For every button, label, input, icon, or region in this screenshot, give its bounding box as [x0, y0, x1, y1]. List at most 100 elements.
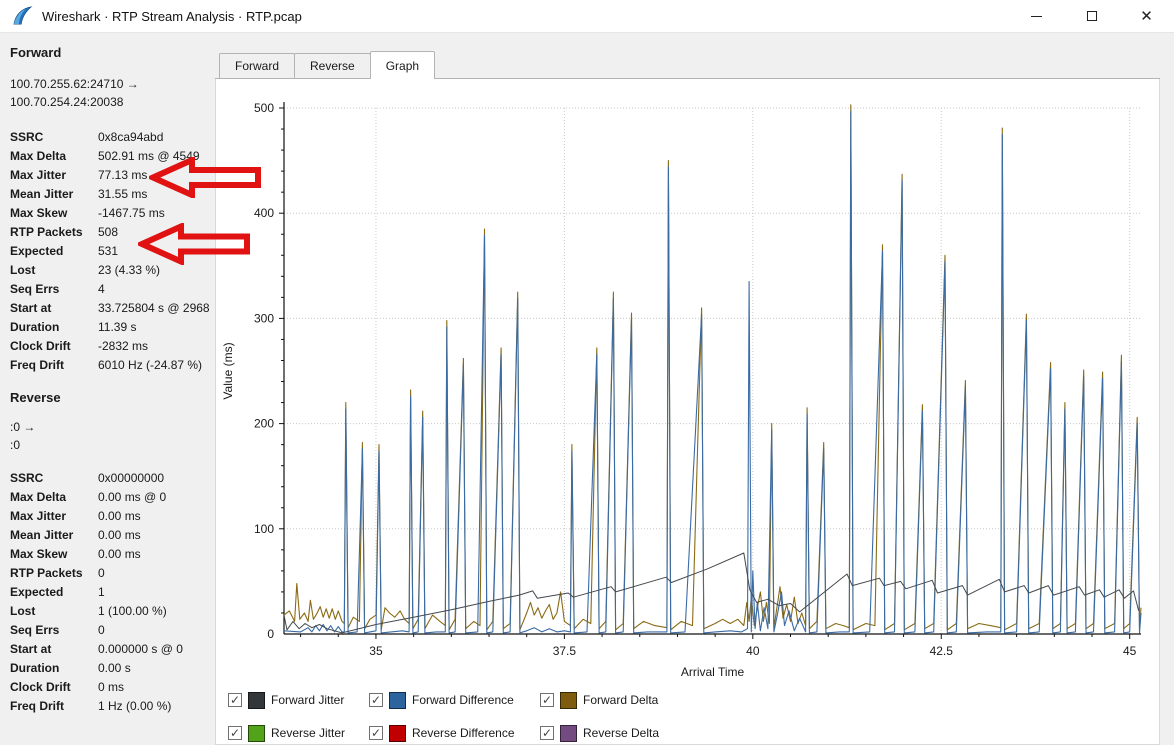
stat-row: Max Skew-1467.75 ms: [10, 203, 215, 222]
svg-text:40: 40: [746, 644, 760, 658]
stat-value: 1: [98, 585, 105, 599]
stat-label: SSRC: [10, 471, 98, 485]
rtp-stream-analysis-window: Wireshark · RTP Stream Analysis · RTP.pc…: [0, 0, 1174, 745]
stat-label: Lost: [10, 263, 98, 277]
stat-label: Mean Jitter: [10, 528, 98, 542]
stat-value: 0: [98, 623, 105, 637]
forward-address: 100.70.255.62:24710 → 100.70.254.24:2003…: [10, 75, 215, 111]
stat-row: Max Delta0.00 ms @ 0: [10, 487, 215, 506]
legend-item: ✓ Reverse Jitter: [228, 723, 369, 743]
stat-value: 31.55 ms: [98, 187, 147, 201]
legend-label: Forward Delta: [583, 693, 658, 707]
legend-item: ✓ Reverse Difference: [369, 723, 540, 743]
stat-row: Duration0.00 s: [10, 658, 215, 677]
stat-label: Max Delta: [10, 490, 98, 504]
stat-row: SSRC0x00000000: [10, 468, 215, 487]
minimize-button[interactable]: [1009, 0, 1064, 32]
svg-text:100: 100: [254, 522, 274, 536]
rtp-graph[interactable]: 01002003004005003537.54042.545Arrival Ti…: [216, 79, 1160, 679]
stat-row: Expected531: [10, 241, 215, 260]
svg-text:300: 300: [254, 311, 274, 325]
stat-row: Max Jitter0.00 ms: [10, 506, 215, 525]
legend-label: Reverse Difference: [412, 726, 515, 740]
stat-label: Seq Errs: [10, 623, 98, 637]
legend-checkbox[interactable]: ✓: [369, 726, 383, 740]
svg-text:Arrival Time: Arrival Time: [681, 665, 745, 679]
stat-row: Duration11.39 s: [10, 317, 215, 336]
legend-checkbox[interactable]: ✓: [228, 693, 242, 707]
svg-text:0: 0: [267, 627, 274, 641]
reverse-address: :0 → :0: [10, 418, 215, 454]
titlebar: Wireshark · RTP Stream Analysis · RTP.pc…: [0, 0, 1174, 33]
svg-text:200: 200: [254, 417, 274, 431]
stat-label: Freq Drift: [10, 699, 98, 713]
stat-value: -2832 ms: [98, 339, 148, 353]
stat-row: RTP Packets508: [10, 222, 215, 241]
svg-text:42.5: 42.5: [930, 644, 954, 658]
stat-value: 0.00 ms: [98, 528, 141, 542]
stat-value: 1 Hz (0.00 %): [98, 699, 171, 713]
svg-text:37.5: 37.5: [553, 644, 577, 658]
tab-graph[interactable]: Graph: [370, 51, 435, 79]
reverse-stats-table: SSRC0x00000000Max Delta0.00 ms @ 0Max Ji…: [10, 468, 215, 715]
tab-reverse[interactable]: Reverse: [294, 53, 371, 78]
stat-value: 23 (4.33 %): [98, 263, 160, 277]
stat-row: Max Jitter77.13 ms: [10, 165, 215, 184]
stat-value: 508: [98, 225, 118, 239]
legend-item: ✓ Reverse Delta: [540, 723, 760, 743]
stat-label: Mean Jitter: [10, 187, 98, 201]
legend-checkbox[interactable]: ✓: [369, 693, 383, 707]
stat-value: 0.000000 s @ 0: [98, 642, 183, 656]
legend-checkbox[interactable]: ✓: [540, 726, 554, 740]
legend-label: Forward Jitter: [271, 693, 344, 707]
stat-row: Lost23 (4.33 %): [10, 260, 215, 279]
close-button[interactable]: ✕: [1119, 0, 1174, 32]
legend-color-swatch: [560, 725, 577, 742]
maximize-button[interactable]: [1064, 0, 1119, 32]
forward-heading: Forward: [10, 45, 215, 61]
tab-forward[interactable]: Forward: [219, 53, 295, 78]
legend-checkbox[interactable]: ✓: [228, 726, 242, 740]
window-title: Wireshark · RTP Stream Analysis · RTP.pc…: [42, 9, 302, 24]
stat-value: 0.00 ms @ 0: [98, 490, 166, 504]
stat-value: 0.00 ms: [98, 509, 141, 523]
svg-text:400: 400: [254, 206, 274, 220]
reverse-address-line1: :0 →: [10, 418, 215, 436]
stat-label: Lost: [10, 604, 98, 618]
stat-label: Seq Errs: [10, 282, 98, 296]
legend-color-swatch: [389, 725, 406, 742]
maximize-icon: [1087, 11, 1097, 21]
legend-color-swatch: [389, 692, 406, 709]
stat-label: SSRC: [10, 130, 98, 144]
forward-stats-table: SSRC0x8ca94abd Max Delta502.91 ms @ 4549 M…: [10, 127, 215, 374]
stat-value: 1 (100.00 %): [98, 604, 167, 618]
legend-checkbox[interactable]: ✓: [540, 693, 554, 707]
stat-value: 11.39 s: [98, 320, 136, 334]
stat-row: Expected1: [10, 582, 215, 601]
close-icon: ✕: [1140, 9, 1153, 24]
stat-row: Clock Drift-2832 ms: [10, 336, 215, 355]
stat-value: 502.91 ms @ 4549: [98, 149, 200, 163]
stat-label: RTP Packets: [10, 566, 98, 580]
stat-row: Freq Drift6010 Hz (-24.87 %): [10, 355, 215, 374]
stat-label: Max Delta: [10, 149, 98, 163]
legend-color-swatch: [560, 692, 577, 709]
stat-value: 531: [98, 244, 118, 258]
legend-label: Reverse Jitter: [271, 726, 345, 740]
forward-address-line2: 100.70.254.24:20038: [10, 93, 215, 111]
stat-value: 33.725804 s @ 2968: [98, 301, 210, 315]
caption-buttons: ✕: [1009, 0, 1174, 32]
svg-text:Value (ms): Value (ms): [221, 342, 235, 399]
legend-item: ✓ Forward Delta: [540, 690, 760, 710]
forward-address-line1: 100.70.255.62:24710 →: [10, 75, 215, 93]
legend-label: Forward Difference: [412, 693, 514, 707]
stat-label: Start at: [10, 301, 98, 315]
stat-row: SSRC0x8ca94abd: [10, 127, 215, 146]
stat-value: 0: [98, 566, 105, 580]
stat-value: 77.13 ms: [98, 168, 147, 182]
stat-row: RTP Packets0: [10, 563, 215, 582]
legend-label: Reverse Delta: [583, 726, 659, 740]
stat-row: Freq Drift1 Hz (0.00 %): [10, 696, 215, 715]
minimize-icon: [1031, 16, 1042, 17]
legend-item: ✓ Forward Difference: [369, 690, 540, 710]
